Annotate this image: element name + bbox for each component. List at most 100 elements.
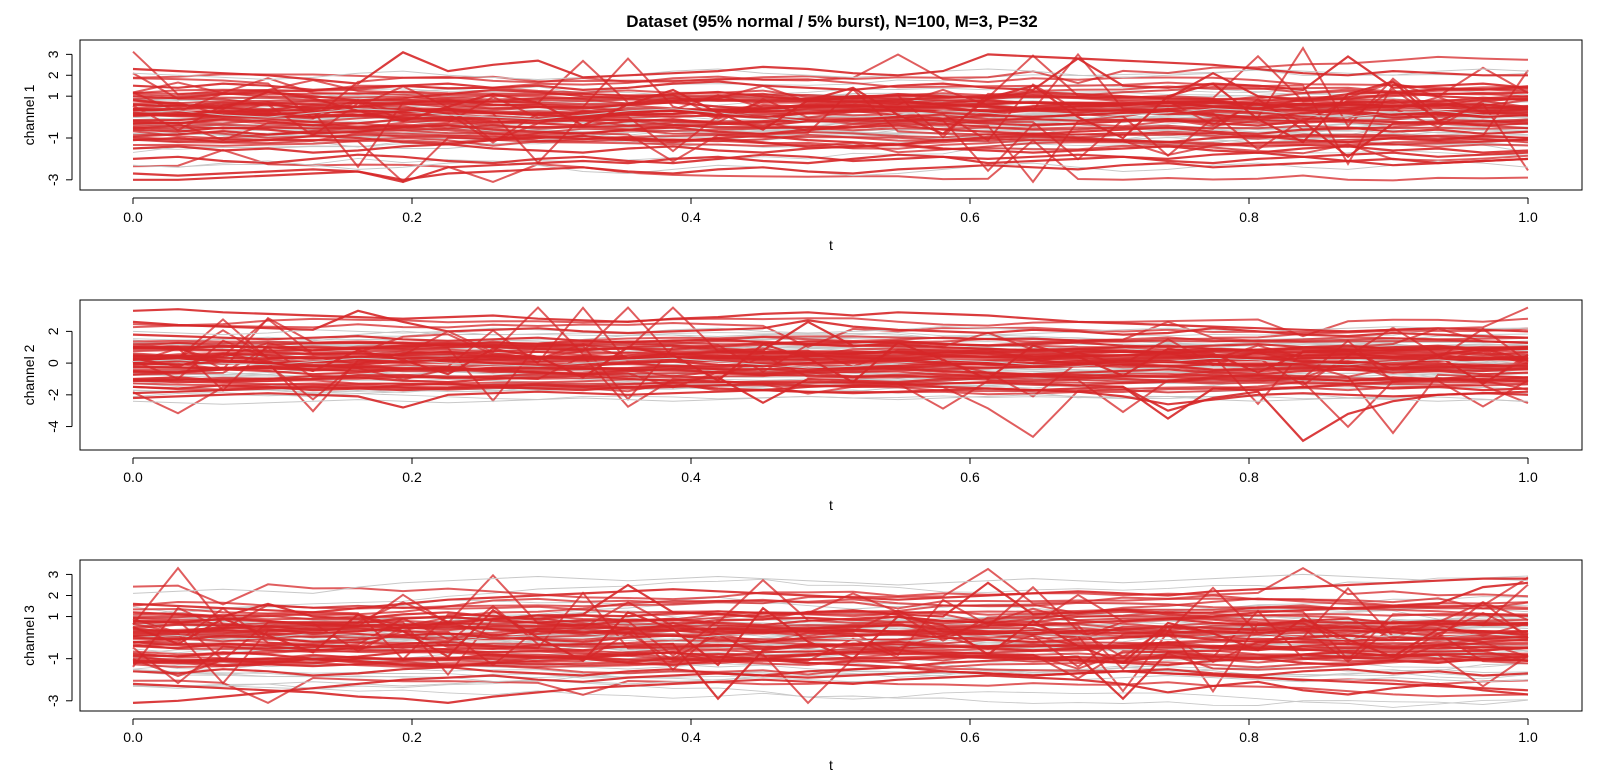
x-tick-label: 0.6 — [960, 209, 980, 225]
normal-curve — [132, 69, 1529, 102]
burst-curve — [132, 139, 1529, 183]
burst-series-line — [132, 674, 1529, 705]
burst-curve — [132, 53, 1529, 95]
x-axis: 0.0 0.2 0.4 0.6 0.8 1.0 — [123, 197, 1538, 225]
x-tick-label: 0.4 — [681, 209, 701, 225]
y-tick-label: 0 — [45, 359, 61, 367]
burst-series-line — [132, 640, 1529, 701]
burst-series-line — [132, 124, 1529, 135]
burst-series-line — [132, 606, 1529, 667]
y-tick-label: 2 — [45, 327, 61, 335]
burst-series-line — [132, 374, 1529, 405]
panel-channel-3: 0.0 0.2 0.4 0.6 0.8 1.0 t -3 -1 1 2 3 channel 3 — [21, 559, 1583, 773]
x-tick-label: 0.6 — [960, 469, 980, 485]
burst-series-line — [132, 320, 1529, 352]
x-tick-label: 1.0 — [1518, 729, 1538, 745]
x-tick-label: 0.4 — [681, 469, 701, 485]
plot-frame — [79, 299, 1583, 451]
x-tick-label: 0.0 — [123, 469, 143, 485]
x-tick-label: 0.6 — [960, 729, 980, 745]
plot-area — [132, 306, 1529, 443]
burst-curve — [132, 124, 1529, 143]
figure-title: Dataset (95% normal / 5% burst), N=100, … — [626, 12, 1037, 31]
burst-series-line — [132, 107, 1529, 119]
normal-series-line — [132, 394, 1529, 405]
normal-curve — [133, 679, 1529, 708]
x-axis-label: t — [829, 757, 833, 773]
y-tick-label: -4 — [45, 420, 61, 433]
burst-series-line — [132, 99, 1529, 110]
y-tick-label: 3 — [45, 50, 61, 58]
normal-curve — [132, 575, 1529, 617]
burst-series-line — [132, 387, 1529, 409]
burst-curve — [132, 592, 1529, 661]
burst-series-line — [132, 115, 1529, 159]
x-tick-label: 1.0 — [1518, 209, 1538, 225]
y-tick-label: -3 — [45, 173, 61, 186]
y-tick-label: 1 — [45, 92, 61, 100]
y-tick-label: 2 — [45, 71, 61, 79]
plot-area — [132, 46, 1529, 184]
burst-curve — [132, 69, 1529, 139]
y-tick-label: 3 — [45, 570, 61, 578]
plot-frame — [79, 39, 1583, 191]
burst-curve — [132, 113, 1529, 184]
plot-area — [132, 566, 1529, 708]
burst-series-line — [132, 380, 1529, 443]
burst-series-line — [132, 657, 1529, 669]
burst-curve — [132, 628, 1529, 693]
x-tick-label: 0.4 — [681, 729, 701, 745]
burst-series-line — [132, 358, 1529, 368]
plot-frame — [79, 559, 1583, 712]
y-axis: -3 -1 1 2 3 — [45, 570, 73, 707]
burst-series-line — [132, 308, 1529, 333]
x-tick-label: 0.0 — [123, 729, 143, 745]
burst-curve — [132, 337, 1529, 353]
burst-series-line — [132, 615, 1529, 627]
burst-series-line — [132, 632, 1529, 643]
y-axis: -3 -1 1 2 3 — [45, 50, 73, 186]
x-tick-label: 0.8 — [1239, 469, 1259, 485]
burst-series-line — [132, 51, 1528, 85]
x-axis: 0.0 0.2 0.4 0.6 0.8 1.0 — [123, 457, 1538, 485]
burst-series-line — [132, 309, 1529, 339]
x-tick-label: 0.0 — [123, 209, 143, 225]
normal-curve — [132, 663, 1529, 679]
normal-series-line — [132, 573, 1529, 594]
x-axis-label: t — [829, 237, 833, 253]
burst-curve — [132, 306, 1529, 348]
y-axis: -4 -2 0 2 — [45, 327, 73, 433]
panel-channel-1: 0.0 0.2 0.4 0.6 0.8 1.0 t -3 -1 1 2 3 channel 1 — [21, 39, 1583, 253]
y-tick-label: -3 — [45, 694, 61, 707]
x-axis-label: t — [829, 497, 833, 513]
burst-curve — [132, 597, 1529, 620]
y-tick-label: -1 — [45, 132, 61, 145]
burst-series-line — [132, 55, 1529, 92]
burst-curve — [132, 75, 1529, 166]
burst-series-line — [132, 649, 1529, 701]
burst-series-line — [132, 665, 1529, 677]
burst-curve — [132, 126, 1529, 162]
burst-curve — [132, 641, 1529, 669]
burst-curve — [132, 72, 1529, 137]
x-tick-label: 1.0 — [1518, 469, 1538, 485]
y-tick-label: 2 — [45, 591, 61, 599]
x-axis: 0.0 0.2 0.4 0.6 0.8 1.0 — [123, 718, 1538, 745]
burst-series-line — [132, 143, 1529, 154]
panel-channel-2: 0.0 0.2 0.4 0.6 0.8 1.0 t -4 -2 0 2 channel 2 — [21, 299, 1583, 513]
x-tick-label: 0.8 — [1239, 209, 1259, 225]
x-tick-label: 0.2 — [402, 469, 422, 485]
burst-series-line — [132, 341, 1529, 384]
normal-series-line — [132, 632, 1529, 643]
normal-series-line — [132, 68, 1529, 81]
burst-series-line — [132, 71, 1529, 102]
y-tick-label: 1 — [45, 612, 61, 620]
burst-curve — [132, 91, 1529, 114]
burst-curve — [133, 365, 1529, 435]
burst-series-line — [132, 670, 1529, 704]
burst-curve — [132, 566, 1529, 606]
y-axis-label: channel 3 — [21, 605, 37, 666]
burst-series-line — [133, 151, 1529, 184]
